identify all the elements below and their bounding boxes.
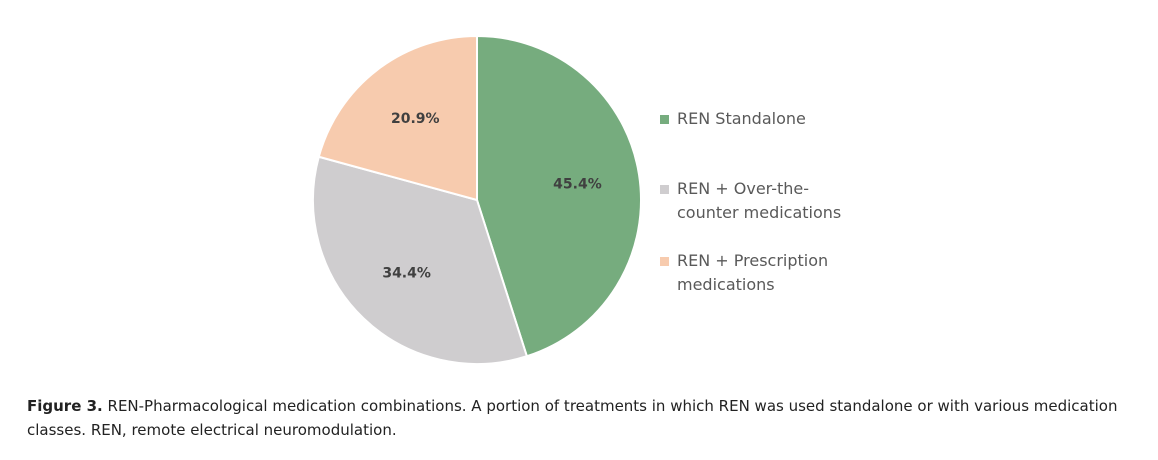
legend-item-ren-otc: REN + Over-the-counter medications — [660, 177, 880, 225]
figure-caption-label: Figure 3. — [27, 397, 103, 415]
pie-slice-ren-standalone — [476, 34, 642, 358]
pie-slices — [312, 34, 642, 365]
legend-label-ren-otc: REN + Over-the-counter medications — [677, 179, 842, 222]
pie-data-label-ren-prescription: 20.9% — [391, 111, 440, 127]
legend-label-ren-prescription: REN + Prescription medications — [677, 251, 829, 294]
pie-data-label-ren-otc: 34.4% — [382, 265, 431, 281]
legend-swatch-ren-otc — [660, 185, 669, 194]
legend-label-ren-standalone: REN Standalone — [677, 109, 806, 128]
figure-caption: Figure 3. REN-Pharmacological medication… — [27, 394, 1135, 442]
pie-data-label-ren-standalone: 45.4% — [553, 176, 602, 192]
pie-slice-ren-otc — [312, 155, 529, 365]
pie-slice-ren-prescription — [317, 34, 478, 202]
legend-item-ren-standalone: REN Standalone — [660, 107, 880, 131]
pie-chart: 45.4% 34.4% 20.9% — [312, 34, 642, 365]
figure-caption-text: REN-Pharmacological medication combinati… — [27, 397, 1118, 439]
legend-item-ren-prescription: REN + Prescription medications — [660, 249, 880, 297]
pie-data-labels: 45.4% 34.4% 20.9% — [382, 111, 601, 281]
legend-swatch-ren-standalone — [660, 115, 669, 124]
legend-swatch-ren-prescription — [660, 257, 669, 266]
